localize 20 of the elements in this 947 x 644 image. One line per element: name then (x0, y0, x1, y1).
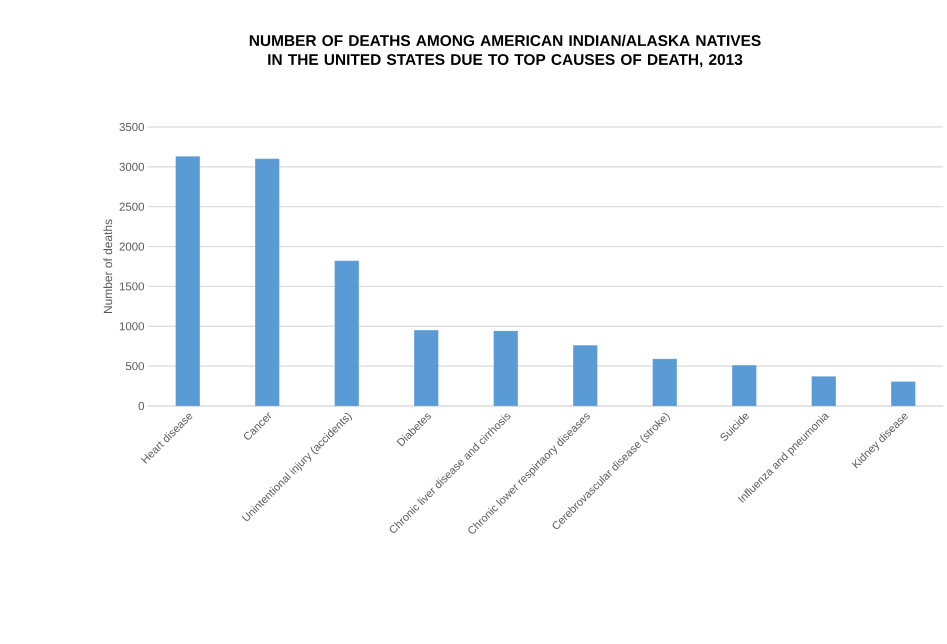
bar (494, 330, 518, 406)
y-tick-label: 2000 (120, 242, 144, 251)
bar (255, 158, 280, 406)
chart-title: NUMBER OF DEATHS AMONG AMERICAN INDIAN/ALASKA NATIVES IN THE UNITED STATES DUE TO TOP CAUSES OF DEATH, 2013 (250, 34, 761, 68)
y-tick-label: 500 (126, 362, 144, 370)
y-tick-label: 3000 (119, 162, 144, 171)
bar (812, 376, 836, 406)
bar (414, 330, 438, 406)
bar (334, 260, 359, 406)
y-tick-label: 1000 (120, 322, 144, 330)
bar (891, 381, 916, 406)
y-tick-label: 3500 (119, 122, 144, 132)
bar (176, 156, 200, 406)
y-tick-label: 2500 (120, 202, 144, 211)
y-tick-label: 1500 (120, 282, 144, 290)
bar (732, 365, 756, 406)
bar (573, 345, 598, 406)
y-axis-title: Number of deaths (103, 219, 112, 314)
bar (652, 358, 677, 406)
y-tick-label: 0 (138, 402, 144, 410)
